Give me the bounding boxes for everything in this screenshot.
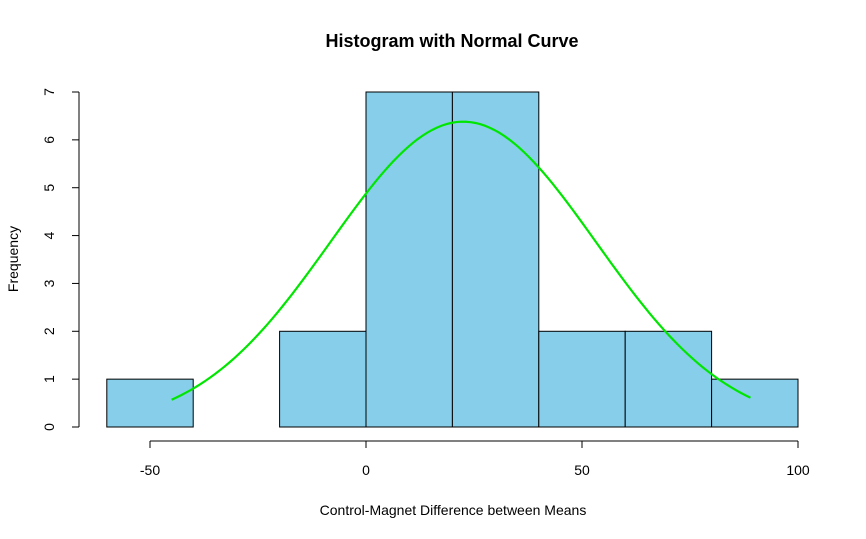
x-tick-label: 100 [786, 462, 810, 478]
y-axis: 0 1 2 3 4 5 6 7 [41, 88, 80, 431]
y-tick-label: 4 [41, 231, 57, 239]
histogram-bar-2 [279, 330, 367, 428]
y-tick-label: 2 [41, 327, 57, 335]
y-tick-label: 5 [41, 184, 57, 192]
y-tick-label: 6 [41, 136, 57, 144]
y-tick-label: 7 [41, 88, 57, 96]
chart-title: Histogram with Normal Curve [325, 31, 578, 51]
histogram-bar-6 [624, 330, 713, 428]
bars-group [106, 91, 799, 428]
y-axis-label: Frequency [5, 226, 21, 292]
y-tick-label: 0 [41, 423, 57, 431]
x-tick-label: -50 [140, 462, 160, 478]
histogram-bar-4 [451, 91, 540, 428]
normal-curve-line [171, 120, 751, 401]
x-axis: -50 0 50 100 [140, 440, 810, 478]
x-tick-label: 0 [362, 462, 370, 478]
x-tick-label: 50 [574, 462, 590, 478]
histogram-bar-0 [106, 378, 194, 428]
histogram-bar-7 [711, 378, 799, 428]
y-tick-label: 1 [41, 375, 57, 383]
y-tick-label: 3 [41, 279, 57, 287]
x-axis-label: Control-Magnet Difference between Means [320, 502, 587, 518]
histogram-bar-5 [538, 330, 626, 428]
histogram-bar-3 [365, 91, 453, 428]
